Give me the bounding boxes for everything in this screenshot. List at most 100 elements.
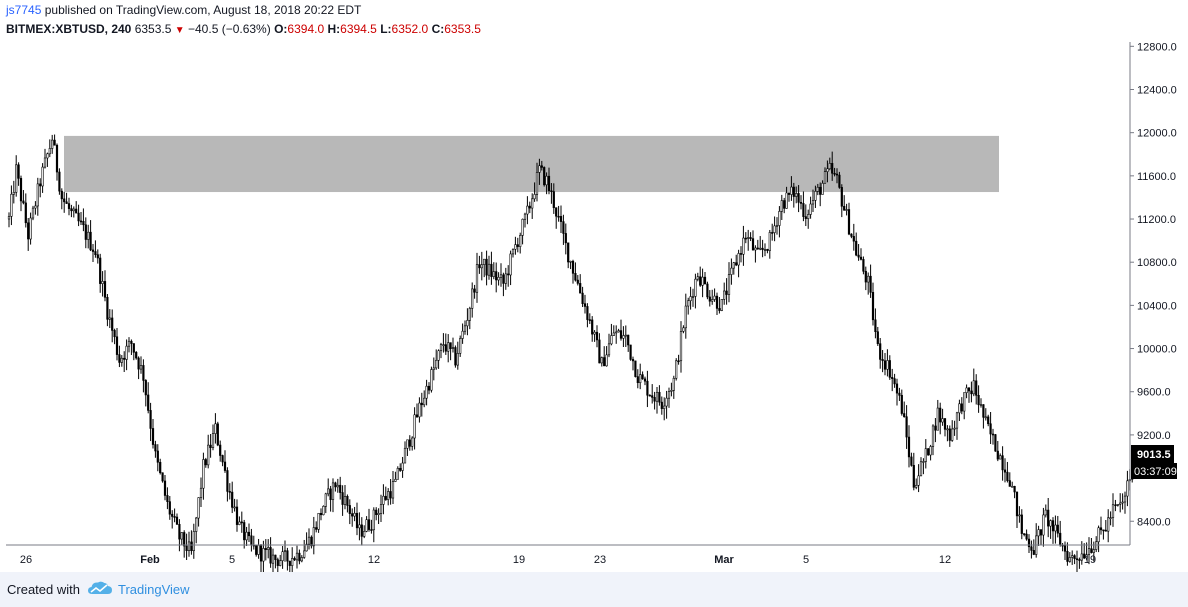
candle-body — [948, 428, 951, 441]
candle-body — [94, 251, 97, 255]
footer: Created with TradingView — [0, 572, 1188, 607]
candle — [895, 378, 899, 406]
price-tick-label: 10000.0 — [1137, 344, 1177, 356]
candle — [874, 308, 877, 339]
candle — [720, 299, 723, 312]
candle — [279, 554, 282, 567]
candle-body — [1075, 558, 1079, 561]
candle-body — [91, 249, 95, 252]
candle — [151, 418, 155, 449]
candle-body — [915, 484, 918, 488]
candle-body — [1123, 495, 1127, 503]
low-label: L: — [380, 22, 392, 36]
candle — [411, 436, 414, 451]
candle-body — [862, 259, 865, 272]
candle — [967, 387, 971, 403]
candle — [235, 499, 239, 532]
candle — [51, 134, 54, 154]
candle-body — [65, 201, 68, 204]
candle — [264, 539, 267, 561]
candle-body — [478, 264, 481, 269]
candle — [636, 369, 639, 389]
candle — [783, 197, 786, 214]
candle — [567, 242, 570, 269]
candle — [919, 457, 923, 477]
candle — [149, 402, 152, 442]
tradingview-cloud-icon[interactable] — [87, 580, 113, 596]
candle-body — [1116, 504, 1119, 506]
candle-body — [399, 468, 402, 471]
candle-body — [123, 357, 126, 360]
candle — [903, 401, 906, 418]
candle — [1119, 493, 1122, 513]
candle — [751, 230, 755, 251]
candle-body — [454, 347, 457, 366]
candle-body — [1054, 524, 1057, 532]
candle-body — [567, 242, 570, 263]
candle — [379, 494, 383, 523]
tradingview-brand-link[interactable]: TradingView — [118, 582, 190, 597]
candle — [915, 478, 918, 490]
candle-body — [331, 482, 335, 500]
price-tick-label: 8400.0 — [1137, 516, 1171, 528]
candle-body — [82, 221, 85, 226]
candle — [307, 528, 311, 550]
candle — [367, 508, 371, 532]
time-axis[interactable]: 26 Feb 5 12 19 23 Mar 5 12 19 — [20, 554, 1096, 566]
candle — [1107, 509, 1110, 543]
candle-body — [1085, 554, 1088, 559]
candle-body — [300, 557, 303, 562]
candle-body — [449, 342, 452, 349]
time-tick-label: 19 — [1084, 554, 1096, 566]
candle — [262, 540, 265, 574]
candlestick-chart[interactable]: 12800.0 12400.0 12000.0 11600.0 11200.0 10800… — [0, 41, 1188, 579]
candle — [130, 339, 133, 356]
candle-body — [972, 380, 975, 395]
candle-body — [101, 281, 104, 284]
candle — [375, 507, 378, 521]
candle-body — [1008, 480, 1011, 487]
candle — [96, 249, 99, 264]
candle-body — [480, 264, 483, 269]
candle-body — [108, 317, 111, 320]
candle-body — [322, 506, 325, 516]
candle-body — [305, 543, 308, 552]
candle-body — [994, 434, 997, 452]
candle-body — [912, 465, 915, 488]
candle — [204, 457, 207, 468]
candle-body — [989, 423, 992, 435]
candle-body — [821, 182, 824, 195]
candle-body — [1080, 553, 1083, 561]
candle — [276, 557, 279, 579]
candle-body — [939, 407, 942, 423]
candle — [663, 397, 666, 421]
candle — [507, 265, 510, 287]
candle — [876, 326, 879, 346]
candle-body — [67, 203, 71, 209]
author-link[interactable]: js7745 — [6, 3, 42, 17]
candle — [41, 163, 44, 193]
candle-body — [670, 390, 673, 392]
time-tick-label: Mar — [714, 554, 734, 566]
candle-body — [269, 547, 272, 564]
candle — [468, 306, 471, 330]
price-axis[interactable]: 12800.0 12400.0 12000.0 11600.0 11200.0 10800… — [1130, 41, 1177, 528]
candle-body — [783, 200, 786, 209]
candle-body — [192, 531, 195, 552]
candle-body — [403, 447, 407, 464]
time-tick-label: 5 — [803, 554, 809, 566]
candle — [226, 467, 229, 502]
candle — [1102, 529, 1105, 540]
chart-panel[interactable]: 12800.0 12400.0 12000.0 11600.0 11200.0 10800… — [0, 41, 1188, 579]
candle — [144, 379, 147, 407]
candle — [365, 516, 368, 533]
candle — [1044, 504, 1047, 518]
candle-body — [113, 330, 116, 338]
candle-body — [547, 175, 551, 192]
candle — [245, 526, 248, 546]
plot-area[interactable] — [6, 42, 1130, 545]
candle — [36, 177, 39, 216]
candle-body — [574, 273, 577, 281]
candle — [627, 334, 630, 352]
candle-body — [840, 187, 843, 207]
